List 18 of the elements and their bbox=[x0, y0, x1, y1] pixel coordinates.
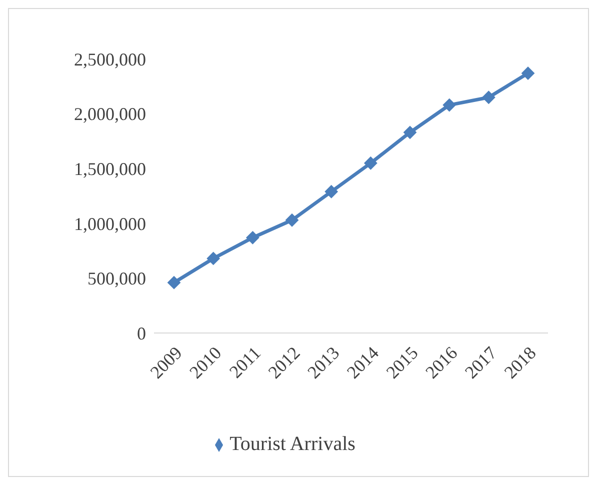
point bbox=[324, 185, 338, 198]
point bbox=[246, 231, 260, 244]
y-tick-label: 2,500,000 bbox=[74, 49, 146, 70]
y-tick-label: 1,500,000 bbox=[74, 158, 146, 179]
point bbox=[286, 214, 298, 227]
point bbox=[482, 90, 496, 104]
point bbox=[522, 66, 534, 80]
y-tick-label: 1,000,000 bbox=[74, 214, 146, 234]
x-tick-label: 2011 bbox=[225, 342, 265, 382]
point bbox=[404, 126, 416, 139]
point bbox=[206, 252, 220, 265]
point bbox=[364, 156, 378, 170]
y-tick-label: 2,000,000 bbox=[74, 104, 146, 124]
y-tick-label: 500,000 bbox=[88, 268, 146, 289]
point bbox=[442, 98, 456, 112]
point bbox=[168, 276, 180, 290]
legend-label: Tourist Arrivals bbox=[230, 433, 356, 455]
y-tick-label: 0 bbox=[137, 323, 146, 344]
